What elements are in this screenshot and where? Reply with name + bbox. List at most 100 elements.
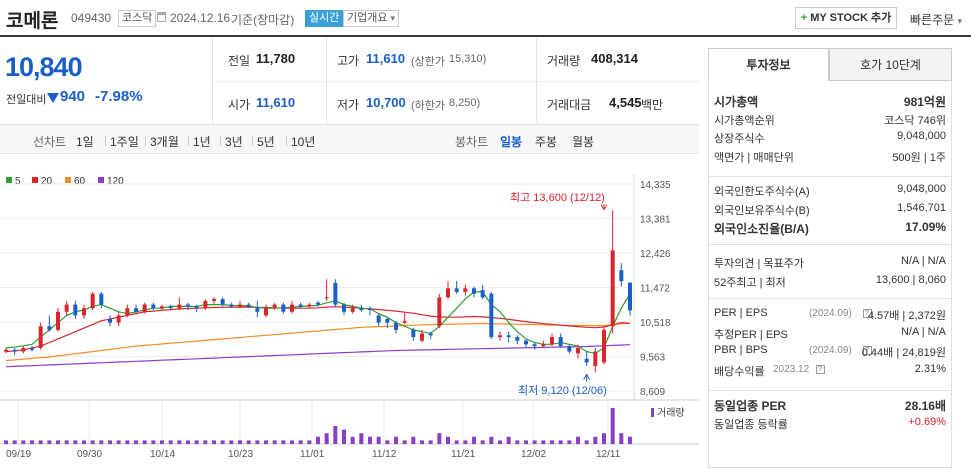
candle-body: [498, 335, 502, 338]
tab-orderbook[interactable]: 호가 10단계: [829, 48, 952, 81]
candle-tab-3[interactable]: 월봉: [572, 135, 595, 149]
divider: [708, 176, 952, 177]
quick-order-label: 빠른주문: [910, 13, 955, 27]
candle: [116, 311, 121, 327]
mystock-label: MY STOCK 추가: [810, 12, 892, 24]
candle-body: [21, 347, 26, 352]
period-tab-0[interactable]: 선차트: [33, 135, 67, 149]
period-tab-2[interactable]: 1주일: [110, 135, 139, 149]
help-icon[interactable]: ?: [862, 346, 872, 355]
y-tick-label: 12,426: [640, 249, 671, 260]
info-row: 상장주식수 9,048,000: [714, 130, 946, 150]
candle: [21, 346, 26, 354]
period-tab-5[interactable]: 3년: [225, 135, 243, 149]
period-tab-3[interactable]: 3개월: [150, 135, 179, 149]
realtime-button[interactable]: 실시간: [305, 10, 344, 27]
candle-body: [203, 300, 208, 309]
low-value: 10,700: [366, 95, 406, 110]
info-value: +0.69%: [908, 415, 946, 428]
y-axis: 14,335 13,381 12,426 11,472 10,518 9,563 8,609: [640, 180, 671, 398]
divider: [708, 244, 952, 245]
candle: [593, 347, 598, 373]
info-value: 28.16배: [904, 399, 946, 413]
y-tick-label: 13,381: [640, 215, 671, 226]
trade-amount-value: 4,545: [609, 95, 642, 110]
volume-bar: [82, 440, 86, 444]
candle: [584, 351, 589, 367]
help-icon[interactable]: ?: [815, 364, 825, 374]
candle-body: [489, 293, 494, 338]
volume-bar: [350, 436, 355, 444]
quick-order-button[interactable]: 빠른주문 ▾: [910, 11, 962, 28]
candle-body: [506, 335, 511, 338]
calendar-icon: [157, 12, 166, 22]
volume-bar: [168, 440, 173, 444]
candle-body: [593, 351, 598, 367]
candle-body: [56, 311, 60, 330]
info-label: PER | EPS: [714, 307, 768, 319]
volume-bar: [524, 440, 528, 444]
candle: [90, 291, 95, 310]
volume-bar: [38, 440, 43, 444]
volume-bar: [446, 436, 450, 444]
market-badge: 코스닥: [118, 10, 157, 27]
candle-body: [368, 308, 372, 310]
candle: [177, 297, 182, 310]
info-sub: 2023.12: [773, 363, 810, 375]
tab-separator: [252, 136, 253, 146]
volume-bar: [437, 433, 442, 444]
candle-body: [628, 282, 632, 311]
tab-invest-info[interactable]: 투자정보: [708, 48, 829, 81]
info-row: 배당수익률 2023.12? 2.31%: [714, 363, 946, 383]
candle-body: [73, 304, 78, 316]
upper-limit-label: (상한가: [411, 56, 446, 68]
volume-bar: [628, 436, 632, 444]
volume-bar: [385, 440, 390, 444]
high-annotation: 최고 13,600 (12/12): [510, 191, 605, 204]
candle: [394, 320, 398, 334]
company-overview-button[interactable]: 기업개요 ▾: [343, 10, 400, 27]
info-value: 1,546,701: [897, 201, 946, 214]
candle: [506, 331, 511, 343]
candle: [602, 326, 606, 365]
candle: [186, 302, 190, 310]
candle: [350, 304, 355, 314]
volume-bar: [316, 436, 320, 444]
info-row: 외국인보유주식수(B) 1,546,701: [714, 202, 946, 222]
candle-tab-2[interactable]: 주봉: [535, 135, 558, 149]
help-icon[interactable]: ?: [862, 309, 872, 318]
volume-bar: [203, 440, 208, 444]
candle: [47, 315, 52, 332]
candle-body: [602, 329, 606, 363]
candle-tab-0[interactable]: 봉차트: [455, 135, 489, 149]
candle-body: [255, 308, 260, 312]
period-tab-1[interactable]: 1일: [76, 135, 94, 149]
candle: [255, 300, 260, 318]
candle: [298, 302, 303, 309]
volume-bar: [584, 440, 589, 444]
candle-body: [38, 326, 43, 348]
mystock-add-button[interactable]: + MY STOCK 추가: [795, 7, 897, 29]
period-tab-7[interactable]: 10년: [291, 135, 316, 149]
candle: [324, 279, 329, 301]
divider: [212, 38, 213, 124]
volume-bar: [238, 440, 242, 444]
candle: [489, 291, 494, 339]
volume-bars: [4, 408, 632, 444]
y-tick-label: 8,609: [640, 387, 665, 398]
volume-bar: [558, 440, 563, 444]
legend-swatch: [65, 177, 71, 183]
candle-body: [437, 297, 442, 327]
tab-separator: [220, 136, 221, 146]
legend-label: 20: [41, 176, 53, 187]
candle-tab-1[interactable]: 일봉: [500, 135, 523, 149]
period-tab-6[interactable]: 5년: [257, 135, 275, 149]
price-chart: 5 20 60 120 최고 13,600 (12/12) 최저 9,120 (12/…: [0, 174, 699, 460]
period-tab-4[interactable]: 1년: [193, 135, 211, 149]
candle-body: [108, 319, 112, 323]
candle: [472, 286, 476, 298]
low-label: 저가: [337, 98, 360, 112]
candle: [272, 302, 277, 310]
candle-body: [272, 304, 277, 309]
candle: [619, 262, 624, 287]
